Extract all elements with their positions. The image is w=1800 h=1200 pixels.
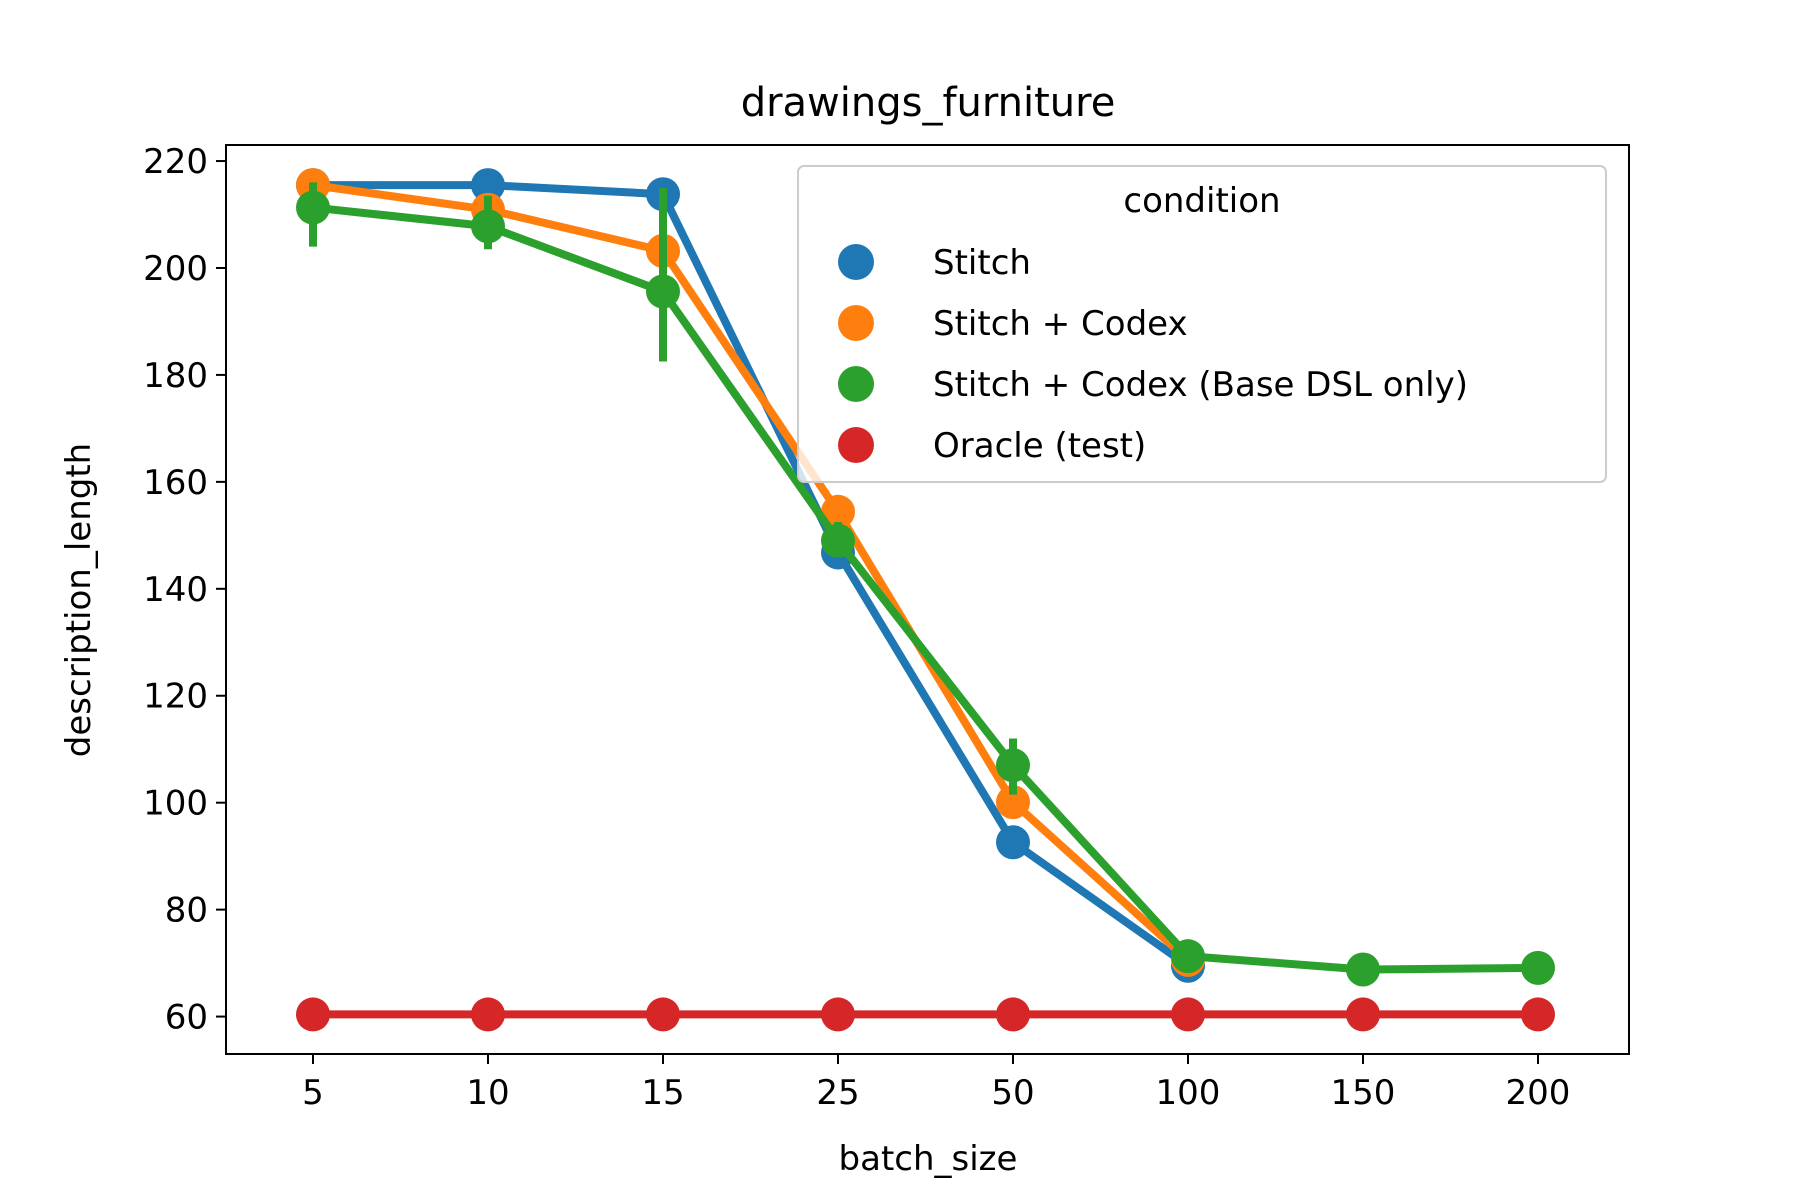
x-tick-label: 150 — [1331, 1073, 1396, 1113]
data-point — [296, 190, 330, 225]
data-point — [996, 748, 1030, 783]
series-line — [309, 203, 1542, 974]
series-2 — [296, 182, 1555, 987]
x-tick-label: 5 — [302, 1073, 324, 1113]
legend-frame — [797, 165, 1607, 483]
y-tick-label: 200 — [143, 249, 208, 289]
data-point — [1346, 952, 1380, 987]
data-point — [646, 997, 680, 1032]
legend-marker — [838, 244, 874, 280]
plot-area — [296, 168, 1555, 1032]
y-tick-label: 140 — [143, 570, 208, 610]
legend-label: Stitch + Codex — [933, 304, 1188, 344]
x-tick-label: 50 — [991, 1073, 1034, 1113]
legend-label: Stitch — [933, 243, 1031, 283]
data-point — [996, 997, 1030, 1032]
data-point — [471, 168, 505, 203]
legend-title: condition — [1123, 181, 1280, 221]
data-point — [471, 209, 505, 244]
data-point — [296, 997, 330, 1032]
data-point — [646, 274, 680, 309]
y-tick-label: 60 — [165, 998, 208, 1038]
y-axis: 60 80 100 120 140 160 180 200 220 — [143, 142, 226, 1038]
data-point — [1346, 997, 1380, 1032]
series-3 — [296, 997, 1555, 1032]
data-point — [1171, 939, 1205, 974]
data-point — [471, 997, 505, 1032]
legend: condition Stitch Stitch + Codex Stitch + C… — [797, 165, 1607, 483]
legend-marker — [838, 427, 874, 463]
x-tick-label: 15 — [641, 1073, 684, 1113]
x-axis: 5 10 15 25 50 100 150 200 — [302, 1054, 1570, 1113]
y-axis-label: description_length — [59, 443, 99, 757]
x-tick-label: 25 — [816, 1073, 859, 1113]
x-tick-label: 100 — [1156, 1073, 1221, 1113]
data-point — [821, 523, 855, 558]
data-point — [996, 785, 1030, 820]
series-line — [309, 181, 1192, 964]
x-tick-label: 10 — [466, 1073, 509, 1113]
data-point — [1521, 997, 1555, 1032]
legend-label: Oracle (test) — [933, 426, 1146, 466]
y-tick-label: 120 — [143, 677, 208, 717]
legend-items: Stitch Stitch + Codex Stitch + Codex (Base… — [838, 243, 1468, 466]
series-line — [309, 181, 1192, 970]
y-tick-label: 100 — [143, 784, 208, 824]
y-tick-label: 220 — [143, 142, 208, 182]
plot-frame — [225, 144, 1630, 1055]
legend-label: Stitch + Codex (Base DSL only) — [933, 365, 1468, 405]
data-point — [996, 825, 1030, 860]
y-tick-label: 80 — [165, 891, 208, 931]
y-tick-label: 180 — [143, 356, 208, 396]
data-point — [1171, 997, 1205, 1032]
data-point — [1521, 950, 1555, 985]
data-point — [821, 494, 855, 529]
y-tick-label: 160 — [143, 463, 208, 503]
legend-marker — [838, 366, 874, 402]
legend-marker — [838, 305, 874, 341]
x-tick-label: 200 — [1506, 1073, 1571, 1113]
data-point — [821, 997, 855, 1032]
x-axis-label: batch_size — [839, 1139, 1018, 1179]
chart-title: drawings_furniture — [741, 80, 1116, 126]
